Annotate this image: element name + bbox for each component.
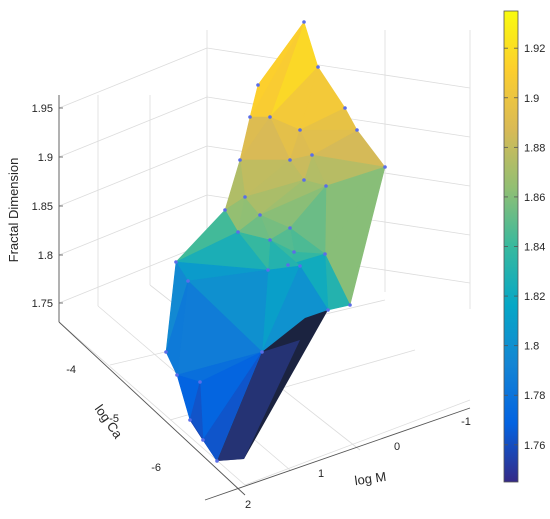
surface-point-marker (174, 260, 178, 264)
z-tick-label: 1.85 (32, 201, 53, 213)
surface-point-marker (316, 65, 320, 69)
surface-point-marker (268, 238, 272, 242)
surface-point-marker (286, 263, 290, 267)
surface-point-marker (256, 83, 260, 87)
y-tick-label: -6 (151, 462, 161, 474)
colorbar-tick-label: 1.82 (524, 291, 545, 303)
surface-point-marker (324, 184, 328, 188)
colorbar-ticks: 1.76 1.78 1.8 1.82 1.84 1.86 1.88 1.9 1.92 (504, 43, 545, 452)
surface-point-marker (266, 268, 270, 272)
surface-facet (165, 280, 189, 377)
surface-point-marker (288, 226, 292, 230)
z-tick-label: 1.75 (32, 298, 53, 310)
z-tick-label: 1.95 (32, 103, 53, 115)
surface-markers (164, 20, 387, 463)
z-axis-ticks: 1.75 1.8 1.85 1.9 1.95 (32, 103, 63, 310)
colorbar-tick-label: 1.92 (524, 43, 545, 55)
surface-point-marker (201, 438, 205, 442)
colorbar-tick-label: 1.76 (524, 440, 545, 452)
surface-point-marker (302, 178, 306, 182)
surface-point-marker (323, 252, 327, 256)
y-tick-label: -4 (66, 364, 76, 376)
surface-point-marker (188, 418, 192, 422)
surface-point-marker (348, 303, 352, 307)
surface-point-marker (326, 308, 330, 312)
surface-point-marker (223, 208, 227, 212)
z-tick-label: 1.8 (38, 250, 53, 262)
z-axis-label: Fractal Dimension (6, 158, 21, 263)
surface-point-marker (164, 350, 168, 354)
surface-point-marker (355, 128, 359, 132)
surface-point-marker (310, 153, 314, 157)
surface-point-marker (268, 115, 272, 119)
surface-point-marker (260, 350, 264, 354)
surface-point-marker (186, 279, 190, 283)
surface-point-marker (236, 230, 240, 234)
colorbar: 1.76 1.78 1.8 1.82 1.84 1.86 1.88 1.9 1.92 (503, 10, 545, 483)
y-tick-label: -5 (109, 413, 119, 425)
x-axis-label: log M (354, 469, 388, 488)
colorbar-tick-label: 1.78 (524, 390, 545, 402)
x-tick-label: 0 (394, 441, 400, 453)
surface-point-marker (248, 115, 252, 119)
surface-point-marker (288, 158, 292, 162)
x-tick-label: 1 (318, 468, 324, 480)
surface-point-marker (292, 250, 296, 254)
surface-facet (249, 21, 305, 118)
axes (58, 95, 471, 501)
surface-point-marker (175, 373, 179, 377)
surface-point-marker (383, 165, 387, 169)
z-tick-label: 1.9 (38, 152, 53, 164)
colorbar-tick-label: 1.84 (524, 242, 545, 254)
surface-point-marker (198, 380, 202, 384)
colorbar-tick-label: 1.88 (524, 142, 545, 154)
surface-point-marker (298, 128, 302, 132)
x-axis-ticks: -1 0 1 2 (245, 416, 471, 511)
surface-point-marker (258, 213, 262, 217)
surface-underside (217, 340, 300, 461)
surface-point-marker (243, 195, 247, 199)
surface-point-marker (302, 20, 306, 24)
colorbar-tick-label: 1.9 (524, 93, 539, 105)
y-axis-ticks: -4 -5 -6 (66, 364, 161, 474)
surface (165, 21, 386, 462)
x-tick-label: 2 (245, 499, 251, 511)
colorbar-tick-label: 1.8 (524, 341, 539, 353)
y-axis-label: log Ca (92, 402, 126, 442)
colorbar-tick-label: 1.86 (524, 192, 545, 204)
surface-point-marker (215, 459, 219, 463)
surface-point-marker (238, 158, 242, 162)
surface-point-marker (298, 264, 302, 268)
x-tick-label: -1 (461, 416, 471, 428)
surface-point-marker (343, 106, 347, 110)
